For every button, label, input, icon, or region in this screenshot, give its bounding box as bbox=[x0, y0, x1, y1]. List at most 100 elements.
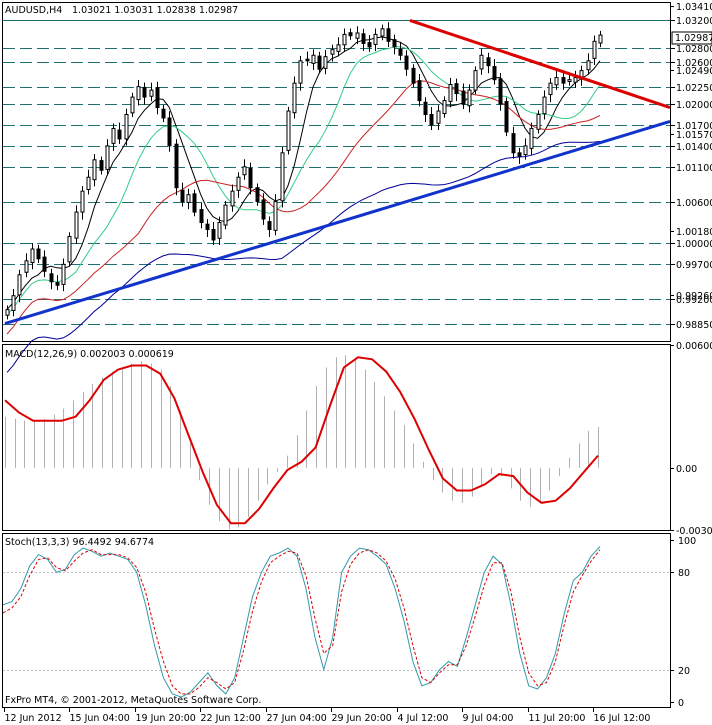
x-tick-label: 11 Jul 20:00 bbox=[529, 713, 586, 724]
level-label: 1.02250 bbox=[676, 83, 712, 94]
candle-body bbox=[573, 77, 578, 83]
candle-body bbox=[67, 235, 72, 263]
level-label: 1.01700 bbox=[676, 121, 712, 132]
x-tick-label: 29 Jun 20:00 bbox=[332, 713, 392, 724]
level-label: 1.01400 bbox=[676, 142, 712, 153]
level-label: 0.99700 bbox=[676, 260, 712, 271]
candle-body bbox=[236, 176, 241, 191]
ma-slow-line bbox=[6, 140, 601, 373]
macd-y-label: -0.00303 bbox=[676, 526, 712, 537]
candle-body bbox=[267, 221, 272, 230]
candle-body bbox=[330, 49, 335, 55]
stoch-y-label: 0 bbox=[678, 698, 684, 709]
candle-body bbox=[242, 166, 247, 176]
candle-body bbox=[298, 60, 303, 84]
candle-body bbox=[473, 70, 478, 91]
candle-body bbox=[180, 189, 185, 203]
candle-body bbox=[311, 54, 316, 64]
candle-body bbox=[49, 273, 54, 283]
x-tick-label: 9 Jul 04:00 bbox=[463, 713, 514, 724]
candle-body bbox=[586, 60, 591, 71]
candle-body bbox=[411, 67, 416, 84]
candle-body bbox=[124, 114, 129, 140]
macd-signal-line bbox=[4, 356, 599, 525]
current-price-label: 1.02987 bbox=[675, 33, 712, 44]
candle-body bbox=[286, 110, 291, 151]
candle-body bbox=[199, 209, 204, 224]
candle-body bbox=[155, 87, 160, 109]
candle-body bbox=[467, 89, 472, 107]
x-tick-label: 12 Jun 2012 bbox=[5, 713, 62, 724]
y-tick-label: 1.00180 bbox=[676, 227, 712, 238]
candle-body bbox=[305, 58, 310, 62]
candle-body bbox=[111, 127, 116, 144]
candle-body bbox=[92, 159, 97, 181]
candle-body bbox=[317, 55, 322, 70]
level-label: 0.99200 bbox=[676, 295, 712, 306]
stochastic-indicator: 100 80 20 0 bbox=[2, 536, 696, 709]
candle-body bbox=[380, 28, 385, 37]
candle-body bbox=[17, 274, 22, 296]
candle-body bbox=[24, 260, 29, 273]
candle-body bbox=[261, 199, 266, 220]
candle-body bbox=[248, 167, 253, 189]
candle-body bbox=[11, 295, 16, 311]
candle-body bbox=[136, 86, 141, 101]
candle-body bbox=[542, 96, 547, 115]
candle-body bbox=[205, 223, 210, 230]
y-tick-label: 1.01570 bbox=[676, 130, 712, 141]
candle-body bbox=[355, 32, 360, 39]
candle-body bbox=[174, 143, 179, 189]
candle-body bbox=[567, 79, 572, 82]
candle-body bbox=[454, 83, 459, 95]
candle-body bbox=[30, 248, 35, 264]
y-tick-label: 1.02490 bbox=[676, 66, 712, 77]
y-tick-label: 0.99260 bbox=[676, 291, 712, 302]
candle-body bbox=[99, 160, 104, 171]
candle-body bbox=[217, 222, 222, 239]
candle-body bbox=[361, 33, 366, 44]
candle-body bbox=[280, 152, 285, 202]
price-pane-frame bbox=[2, 2, 671, 342]
level-label: 1.03200 bbox=[676, 16, 712, 27]
candle-body bbox=[142, 86, 147, 98]
macd-y-label: 0.00 bbox=[676, 464, 697, 475]
x-tick-label: 22 Jun 12:00 bbox=[201, 713, 261, 724]
candle-body bbox=[504, 101, 509, 133]
price-y-axis: 1.03410 1.02490 1.01570 1.00180 0.99260 bbox=[670, 2, 712, 302]
candle-body bbox=[55, 282, 60, 286]
candle-body bbox=[392, 39, 397, 48]
candle-body bbox=[255, 187, 260, 203]
candle-body bbox=[86, 176, 91, 190]
candle-body bbox=[423, 101, 428, 116]
candle-body bbox=[336, 44, 341, 52]
macd-y-label: 0.00600 bbox=[676, 341, 712, 352]
candle-body bbox=[598, 34, 603, 44]
candle-body bbox=[74, 211, 79, 239]
price-levels: 1.03200 1.02800 1.02600 1.02250 1.02000 1.017… bbox=[3, 16, 712, 331]
level-label: 1.00600 bbox=[676, 198, 712, 209]
candle-body bbox=[5, 309, 10, 316]
time-axis: 12 Jun 2012 15 Jun 04:00 19 Jun 20:00 22 Ju… bbox=[4, 708, 650, 724]
level-label: 1.02000 bbox=[676, 100, 712, 111]
candle-body bbox=[436, 110, 441, 124]
candle-body bbox=[373, 33, 378, 45]
candle-body bbox=[386, 28, 391, 42]
macd-indicator: 0.00600 0.00 -0.00303 bbox=[4, 341, 712, 537]
candle-body bbox=[486, 57, 491, 67]
stoch-y-label: 100 bbox=[678, 536, 696, 547]
stoch-y-label: 80 bbox=[678, 568, 690, 579]
candle-body bbox=[323, 56, 328, 69]
candle-body bbox=[61, 263, 66, 285]
macd-pane-frame bbox=[2, 344, 671, 531]
candle-body bbox=[523, 145, 528, 156]
price-candles bbox=[5, 22, 603, 320]
candle-body bbox=[211, 228, 216, 241]
candle-body bbox=[461, 90, 466, 105]
candle-body bbox=[492, 66, 497, 81]
level-label: 1.02800 bbox=[676, 44, 712, 55]
candle-body bbox=[105, 145, 110, 170]
stoch-y-label: 20 bbox=[678, 666, 690, 677]
x-tick-label: 4 Jul 12:00 bbox=[398, 713, 449, 724]
